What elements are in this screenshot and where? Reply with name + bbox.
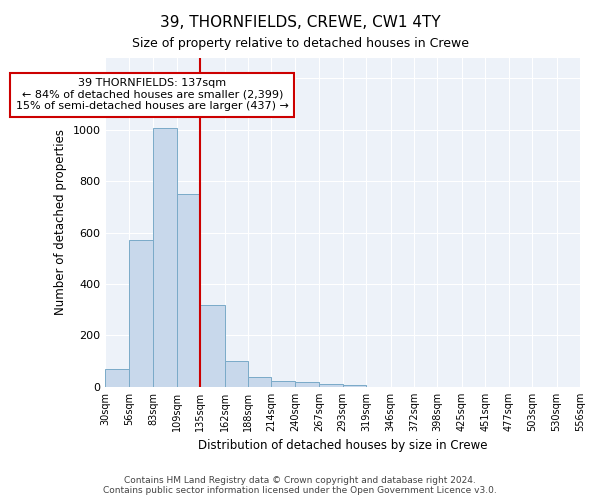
X-axis label: Distribution of detached houses by size in Crewe: Distribution of detached houses by size …: [198, 440, 487, 452]
Bar: [319, 384, 343, 387]
Bar: [248, 376, 271, 387]
Bar: [343, 385, 366, 387]
Bar: [153, 128, 177, 387]
Bar: [200, 304, 224, 387]
Bar: [224, 361, 248, 387]
Bar: [106, 370, 129, 387]
Text: Size of property relative to detached houses in Crewe: Size of property relative to detached ho…: [131, 38, 469, 51]
Y-axis label: Number of detached properties: Number of detached properties: [54, 129, 67, 315]
Text: 39 THORNFIELDS: 137sqm
← 84% of detached houses are smaller (2,399)
15% of semi-: 39 THORNFIELDS: 137sqm ← 84% of detached…: [16, 78, 289, 112]
Text: Contains HM Land Registry data © Crown copyright and database right 2024.
Contai: Contains HM Land Registry data © Crown c…: [103, 476, 497, 495]
Bar: [129, 240, 153, 387]
Text: 39, THORNFIELDS, CREWE, CW1 4TY: 39, THORNFIELDS, CREWE, CW1 4TY: [160, 15, 440, 30]
Bar: [295, 382, 319, 387]
Bar: [177, 194, 200, 387]
Bar: [271, 382, 295, 387]
